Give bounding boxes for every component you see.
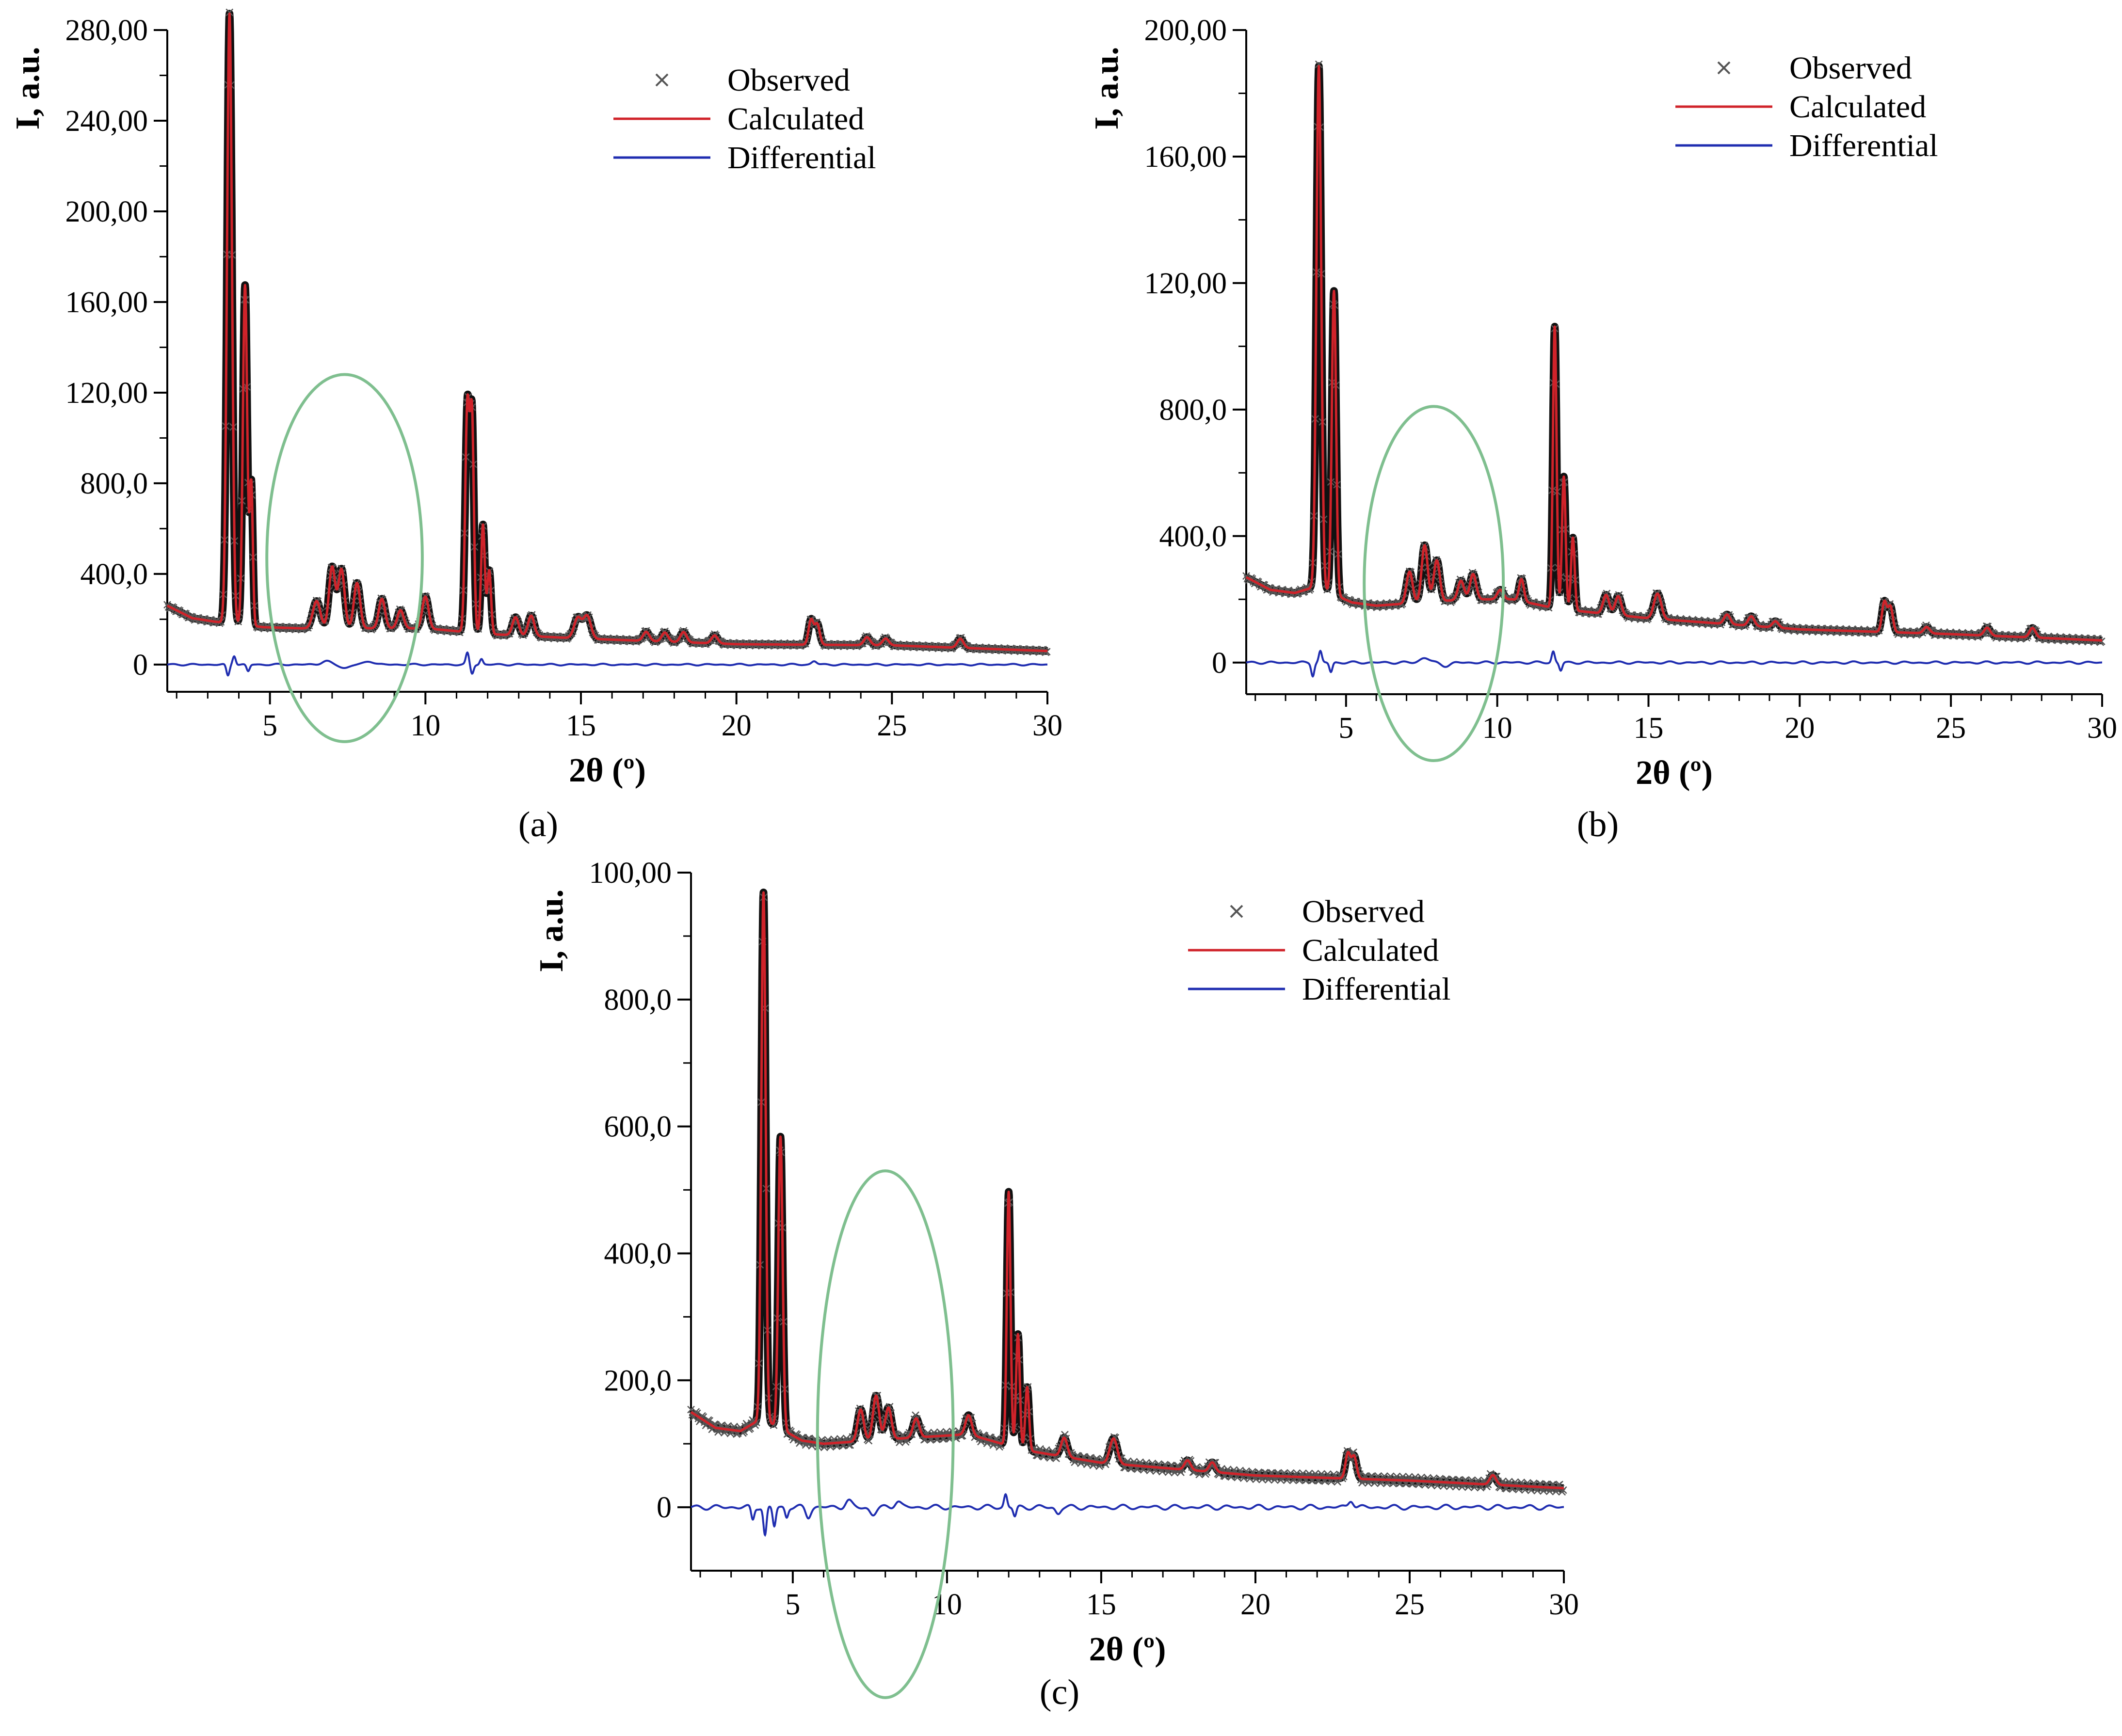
y-tick-label: 0 xyxy=(133,649,148,682)
y-tick-label: 800,0 xyxy=(80,467,148,500)
x-tick-label: 25 xyxy=(1936,712,1966,745)
differential-line xyxy=(1246,650,2102,678)
y-tick-label: 800,0 xyxy=(604,984,672,1017)
x-tick-label: 30 xyxy=(1549,1588,1579,1621)
y-axis-title: I, a.u. xyxy=(1088,47,1125,129)
legend-label-differential: Differential xyxy=(727,140,876,175)
legend-observed-marker xyxy=(655,73,669,87)
x-tick-label: 5 xyxy=(262,709,277,742)
x-axis-title: 2θ (º) xyxy=(1089,1631,1166,1668)
y-tick-label: 240,00 xyxy=(65,105,148,138)
calculated-line xyxy=(166,12,1048,653)
y-tick-label: 800,0 xyxy=(1159,394,1227,427)
y-tick-label: 100,00 xyxy=(589,857,672,890)
y-tick-label: 200,00 xyxy=(65,195,148,228)
y-tick-label: 120,00 xyxy=(1144,267,1227,300)
legend: Observed Calculated Differential xyxy=(1188,894,1451,1007)
legend-label-observed: Observed xyxy=(727,63,850,98)
legend-label-observed: Observed xyxy=(1789,50,1912,86)
y-tick-label: 160,00 xyxy=(65,286,148,319)
y-tick-label: 400,0 xyxy=(80,558,148,591)
y-tick-label: 400,0 xyxy=(604,1237,672,1270)
y-tick-label: 400,0 xyxy=(1159,520,1227,553)
x-tick-label: 5 xyxy=(785,1588,800,1621)
legend-label-calculated: Calculated xyxy=(1302,933,1439,968)
x-tick-label: 10 xyxy=(410,709,440,742)
highlight-ellipse xyxy=(265,373,424,743)
legend-label-differential: Differential xyxy=(1302,972,1451,1007)
y-tick-label: 0 xyxy=(1212,647,1227,680)
legend-observed-marker xyxy=(1230,905,1243,918)
panel-b: 0 400,0 800,0 120,00 160,00 200,00 5 10 15 20 25 30… xyxy=(1088,14,2117,844)
panel-label: (c) xyxy=(1040,1672,1079,1712)
panel-a: 0 400,0 800,0 120,00 160,00 200,00 240,00 280,0… xyxy=(9,8,1062,844)
observed-data-markers xyxy=(163,8,1051,656)
differential-line xyxy=(691,1493,1564,1537)
y-tick-label: 160,00 xyxy=(1144,141,1227,174)
legend-label-differential: Differential xyxy=(1789,128,1938,163)
y-axis-title: I, a.u. xyxy=(9,47,47,129)
differential-line xyxy=(167,651,1047,677)
legend-label-observed: Observed xyxy=(1302,894,1425,929)
x-tick-label: 20 xyxy=(722,709,752,742)
x-tick-label: 30 xyxy=(2087,712,2117,745)
y-tick-label: 200,00 xyxy=(1144,14,1227,47)
x-tick-label: 30 xyxy=(1032,709,1062,742)
panel-label: (a) xyxy=(518,805,558,844)
x-tick-label: 15 xyxy=(1086,1588,1116,1621)
observed-data-markers xyxy=(1242,60,2106,646)
x-tick-label: 25 xyxy=(877,709,907,742)
calculated-line xyxy=(690,891,1565,1490)
y-tick-label: 600,0 xyxy=(604,1111,672,1144)
x-tick-label: 20 xyxy=(1240,1588,1270,1621)
x-tick-label: 5 xyxy=(1338,712,1353,745)
x-tick-label: 25 xyxy=(1395,1588,1425,1621)
x-axis-title: 2θ (º) xyxy=(569,752,646,789)
calculated-line xyxy=(1245,65,2103,642)
observed-data-band xyxy=(163,10,1051,655)
y-tick-label: 200,0 xyxy=(604,1364,672,1397)
x-tick-label: 20 xyxy=(1784,712,1815,745)
legend-label-calculated: Calculated xyxy=(1789,89,1926,125)
y-axis-title: I, a.u. xyxy=(533,889,570,972)
panel-label: (b) xyxy=(1577,805,1619,844)
y-tick-label: 0 xyxy=(657,1491,672,1524)
x-tick-label: 10 xyxy=(1482,712,1512,745)
legend-label-calculated: Calculated xyxy=(727,101,864,137)
x-tick-label: 15 xyxy=(566,709,596,742)
highlight-ellipse xyxy=(816,1169,955,1699)
legend-observed-marker xyxy=(1717,61,1731,75)
y-tick-label: 120,00 xyxy=(65,377,148,410)
y-tick-label: 280,00 xyxy=(65,14,148,47)
x-tick-label: 15 xyxy=(1633,712,1663,745)
x-axis-title: 2θ (º) xyxy=(1636,754,1713,792)
observed-data-band xyxy=(1242,62,2106,645)
highlight-ellipse xyxy=(1363,405,1505,762)
